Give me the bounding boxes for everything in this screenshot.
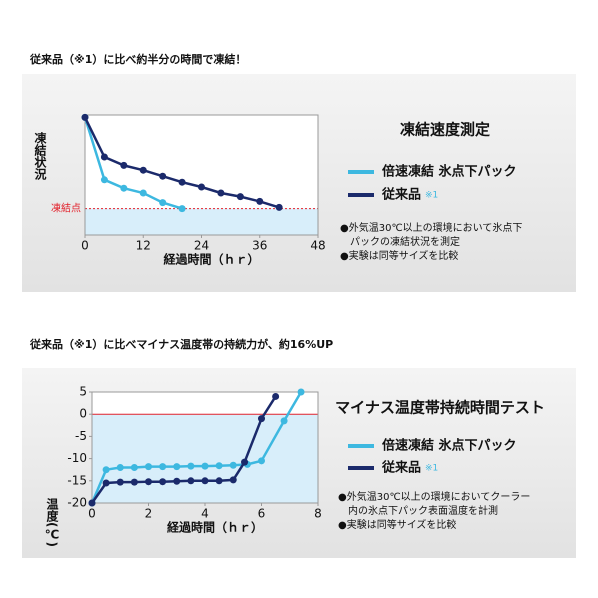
point — [280, 417, 288, 425]
below-threshold — [85, 208, 318, 235]
x-tick-label: 24 — [194, 239, 209, 253]
point — [241, 458, 249, 466]
y-tick-label: -15 — [67, 473, 87, 487]
point — [145, 478, 152, 486]
note: ●外気温30℃以上の環境において氷点下 — [340, 221, 522, 234]
note: ●外気温30℃以上の環境においてクーラー — [338, 490, 530, 503]
y-axis-label: 温度(℃) — [45, 498, 59, 547]
x-tick-label: 8 — [314, 507, 322, 521]
legend-label: 従来品 — [381, 460, 421, 476]
point — [236, 193, 244, 201]
point — [258, 415, 265, 423]
y-tick-label: -5 — [75, 429, 87, 443]
legend-label: 従来品 — [381, 187, 421, 203]
point — [215, 477, 223, 485]
x-axis-label: 経過時間（ｈｒ） — [167, 520, 263, 535]
x-tick-label: 4 — [201, 507, 209, 521]
point — [130, 478, 138, 486]
point — [256, 197, 264, 205]
point — [120, 161, 128, 169]
chart-title: 凍結速度測定 — [400, 121, 490, 139]
point — [272, 392, 280, 400]
point — [229, 476, 237, 484]
point — [178, 205, 186, 213]
x-tick-label: 0 — [81, 239, 89, 253]
chart-title: マイナス温度帯持続時間テスト — [335, 399, 545, 417]
point — [100, 153, 108, 161]
point — [116, 463, 124, 471]
point — [215, 462, 223, 470]
x-tick-label: 36 — [252, 239, 267, 253]
y-tick-label: 0 — [79, 407, 87, 421]
point — [198, 183, 205, 191]
point — [102, 479, 110, 487]
point — [120, 184, 128, 192]
point — [201, 477, 209, 485]
x-tick-label: 48 — [310, 239, 325, 253]
point — [159, 478, 167, 486]
note: 内の氷点下パック表面温度を計測 — [348, 504, 498, 517]
point — [173, 463, 181, 471]
heading: 従来品（※1）に比べ約半分の時間で凍結！ — [29, 52, 246, 66]
x-tick-label: 12 — [136, 239, 151, 253]
legend-note: ※1 — [425, 191, 438, 201]
point — [159, 463, 167, 471]
y-tick-label: -20 — [67, 496, 87, 510]
note: ●実験は同等サイズを比較 — [338, 518, 456, 531]
point — [178, 178, 186, 186]
x-axis-label: 経過時間（ｈｒ） — [163, 252, 259, 267]
legend-label: 倍速凍結 氷点下パック — [382, 438, 517, 454]
legend-note: ※1 — [425, 464, 438, 474]
point — [297, 388, 305, 396]
legend-label: 倍速凍結 氷点下パック — [382, 164, 517, 180]
point — [275, 203, 283, 211]
point — [88, 499, 96, 507]
point — [159, 172, 167, 180]
point — [217, 189, 225, 197]
point — [201, 462, 209, 470]
point — [145, 463, 152, 471]
point — [258, 457, 265, 465]
note: パックの凍結状況を測定 — [350, 235, 460, 248]
y-tick-label: -10 — [67, 451, 87, 465]
y-axis-label: 凍結状況 — [33, 131, 47, 181]
below-threshold — [92, 414, 318, 503]
point — [139, 189, 147, 197]
heading: 従来品（※1）に比べマイナス温度帯の持続力が、約16%UP — [29, 337, 333, 351]
y-tick-label: 5 — [79, 385, 87, 399]
x-tick-label: 6 — [258, 507, 266, 521]
point — [187, 462, 195, 470]
point — [102, 466, 110, 474]
point — [116, 478, 124, 486]
x-tick-label: 2 — [145, 507, 153, 521]
point — [187, 477, 195, 485]
x-tick-label: 0 — [88, 507, 96, 521]
point — [139, 166, 147, 174]
threshold-label: 凍結点 — [51, 202, 81, 215]
point — [100, 176, 108, 184]
point — [229, 461, 237, 469]
point — [159, 199, 167, 207]
note: ●実験は同等サイズを比較 — [340, 249, 458, 262]
point — [173, 477, 181, 485]
point — [81, 113, 89, 121]
point — [130, 463, 138, 471]
